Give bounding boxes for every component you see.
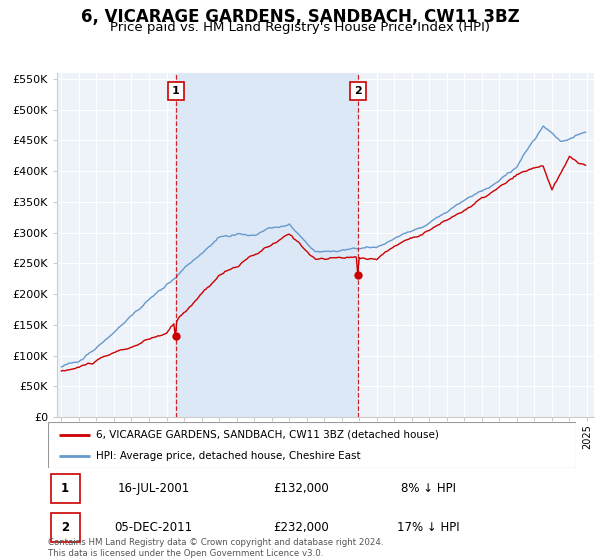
Bar xyxy=(50,474,80,503)
Text: £132,000: £132,000 xyxy=(274,482,329,495)
Text: Contains HM Land Registry data © Crown copyright and database right 2024.
This d: Contains HM Land Registry data © Crown c… xyxy=(48,538,383,558)
Text: 05-DEC-2011: 05-DEC-2011 xyxy=(115,521,193,534)
Bar xyxy=(176,73,358,417)
Text: 1: 1 xyxy=(61,482,69,495)
Text: 6, VICARAGE GARDENS, SANDBACH, CW11 3BZ: 6, VICARAGE GARDENS, SANDBACH, CW11 3BZ xyxy=(80,8,520,26)
Text: 1: 1 xyxy=(172,86,180,96)
Text: 6, VICARAGE GARDENS, SANDBACH, CW11 3BZ (detached house): 6, VICARAGE GARDENS, SANDBACH, CW11 3BZ … xyxy=(95,430,439,440)
Text: £232,000: £232,000 xyxy=(274,521,329,534)
Text: 8% ↓ HPI: 8% ↓ HPI xyxy=(401,482,455,495)
Text: HPI: Average price, detached house, Cheshire East: HPI: Average price, detached house, Ches… xyxy=(95,451,360,461)
Text: 2: 2 xyxy=(61,521,69,534)
Text: 16-JUL-2001: 16-JUL-2001 xyxy=(118,482,190,495)
Text: 17% ↓ HPI: 17% ↓ HPI xyxy=(397,521,460,534)
Text: 2: 2 xyxy=(354,86,362,96)
Bar xyxy=(50,513,80,542)
Text: Price paid vs. HM Land Registry's House Price Index (HPI): Price paid vs. HM Land Registry's House … xyxy=(110,21,490,34)
